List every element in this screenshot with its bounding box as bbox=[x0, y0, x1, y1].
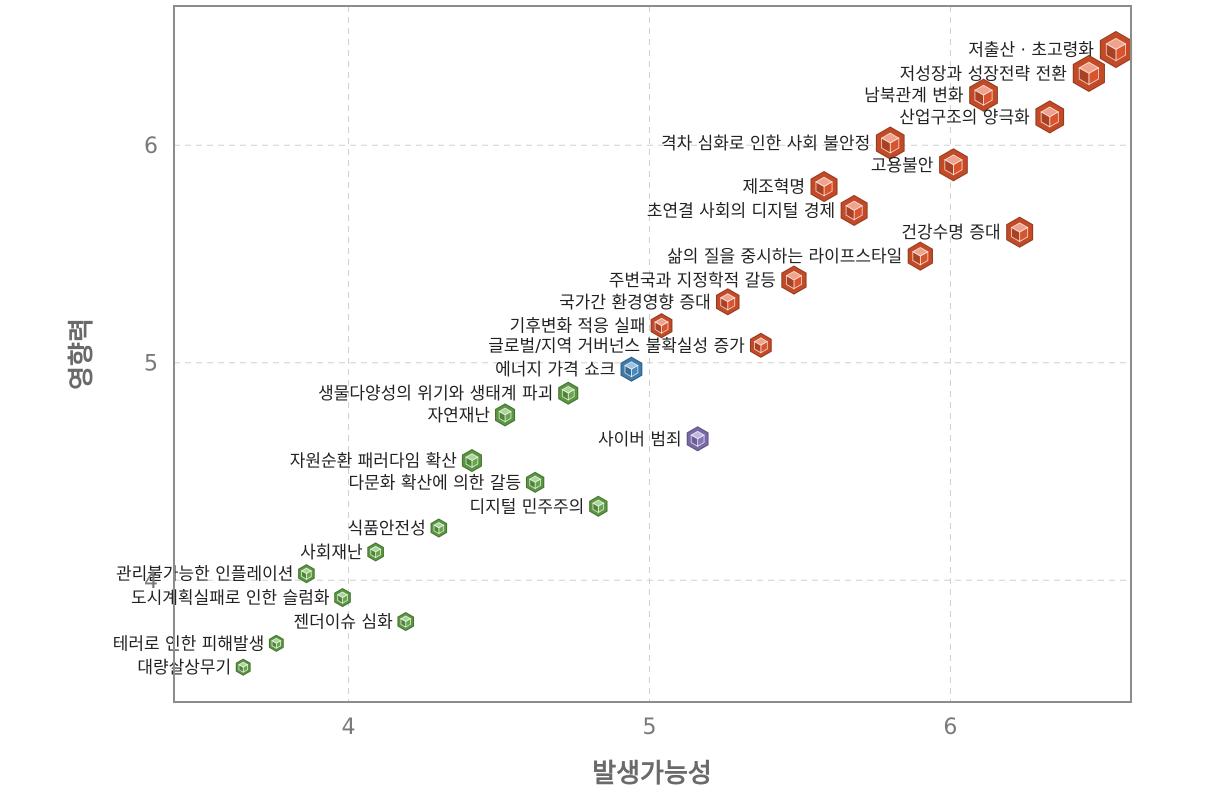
hex-marker-face bbox=[1040, 111, 1051, 128]
data-point: 다문화 확산에 의한 갈등 bbox=[349, 471, 545, 493]
hex-marker-face bbox=[944, 159, 954, 176]
hex-marker-face bbox=[301, 570, 307, 580]
point-label: 도시계획실패로 인한 슬럼화 bbox=[131, 589, 330, 609]
point-label: 자연재난 bbox=[427, 406, 490, 426]
point-label: 사회재난 bbox=[300, 543, 363, 563]
data-point: 산업구조의 양극화 bbox=[899, 100, 1065, 134]
point-label: 삶의 질을 중시하는 라이프스타일 bbox=[667, 247, 902, 267]
y-tick-label: 5 bbox=[144, 352, 158, 377]
axis-ticks: 4 5 6 4 5 6 bbox=[144, 134, 957, 740]
x-tick-label: 6 bbox=[943, 715, 957, 740]
hex-marker-face bbox=[465, 456, 473, 469]
point-label: 생물다양성의 위기와 생태계 파괴 bbox=[318, 384, 553, 404]
hex-marker-face bbox=[624, 364, 632, 378]
plot-background bbox=[174, 6, 1131, 702]
hex-marker-face bbox=[753, 340, 762, 354]
data-point: 디지털 민주주의 bbox=[469, 495, 608, 517]
data-point: 건강수명 증대 bbox=[901, 216, 1034, 248]
hex-marker-face bbox=[815, 181, 825, 197]
point-label: 에너지 가격 쇼크 bbox=[495, 360, 615, 380]
hex-marker-face bbox=[654, 321, 662, 334]
hex-marker-face bbox=[1078, 67, 1090, 86]
data-point: 삶의 질을 중시하는 라이프스타일 bbox=[667, 241, 933, 271]
data-point: 제조혁명 bbox=[742, 170, 838, 203]
data-point: 테러로 인한 피해발생 bbox=[113, 634, 284, 654]
point-label: 저성장과 성장전략 전환 bbox=[900, 64, 1067, 84]
y-tick-label: 6 bbox=[144, 134, 158, 159]
point-label: 국가간 환경영향 증대 bbox=[559, 293, 711, 313]
hex-marker-face bbox=[370, 548, 377, 559]
hex-marker-face bbox=[400, 618, 407, 628]
hex-marker-face bbox=[786, 275, 795, 290]
hex-marker-face bbox=[498, 410, 506, 423]
point-label: 자원순환 패러다임 확산 bbox=[290, 452, 458, 472]
hex-marker-face bbox=[1105, 43, 1117, 62]
hex-marker-face bbox=[845, 205, 855, 221]
hex-marker-face bbox=[271, 640, 277, 649]
point-label: 테러로 인한 피해발생 bbox=[113, 634, 265, 654]
point-label: 남북관계 변화 bbox=[864, 86, 964, 106]
point-label: 대량살상무기 bbox=[137, 658, 231, 678]
hex-marker-face bbox=[881, 137, 891, 154]
y-axis-title: 영향력 bbox=[67, 318, 97, 390]
data-point: 젠더이슈 심화 bbox=[293, 611, 415, 633]
x-axis-title: 발생가능성 bbox=[592, 759, 712, 789]
point-label: 주변국과 지정학적 갈등 bbox=[609, 271, 776, 291]
hex-marker-face bbox=[592, 502, 599, 514]
hex-marker-face bbox=[337, 594, 343, 604]
data-point: 식품안전성 bbox=[348, 518, 448, 539]
data-point: 저출산 · 초고령화 bbox=[968, 30, 1133, 69]
data-point: 격차 심화로 인한 사회 불안정 bbox=[661, 126, 905, 160]
data-point: 남북관계 변화 bbox=[864, 78, 998, 112]
data-point: 기후변화 적응 실패 bbox=[510, 313, 673, 339]
y-tick-label: 4 bbox=[144, 569, 158, 594]
data-point: 저성장과 성장전략 전환 bbox=[900, 54, 1105, 93]
data-point: 국가간 환경영향 증대 bbox=[559, 288, 740, 316]
hex-marker-face bbox=[690, 434, 699, 447]
x-tick-label: 5 bbox=[642, 715, 656, 740]
point-label: 격차 심화로 인한 사회 불안정 bbox=[661, 134, 870, 154]
data-point: 사회재난 bbox=[300, 542, 384, 563]
data-point: 도시계획실패로 인한 슬럼화 bbox=[131, 588, 351, 609]
point-label: 젠더이슈 심화 bbox=[293, 613, 393, 633]
point-label: 글로벌/지역 거버넌스 불확실성 증가 bbox=[488, 336, 745, 356]
point-label: 건강수명 증대 bbox=[901, 223, 1000, 243]
point-label: 디지털 민주주의 bbox=[469, 497, 584, 517]
data-point: 주변국과 지정학적 갈등 bbox=[609, 265, 807, 295]
hex-marker-face bbox=[974, 89, 984, 106]
point-label: 기후변화 적응 실패 bbox=[510, 317, 646, 337]
point-label: 초연결 사회의 디지털 경제 bbox=[647, 201, 835, 221]
point-label: 관리불가능한 인플레이션 bbox=[116, 565, 293, 585]
point-label: 다문화 확산에 의한 갈등 bbox=[349, 473, 522, 493]
data-point: 에너지 가격 쇼크 bbox=[495, 356, 643, 382]
data-point: 초연결 사회의 디지털 경제 bbox=[647, 194, 868, 227]
data-point: 자연재난 bbox=[427, 403, 516, 427]
hex-marker-face bbox=[720, 297, 729, 311]
plot-frame bbox=[173, 5, 1132, 703]
grid bbox=[174, 6, 1131, 702]
data-point: 글로벌/지역 거버넌스 불확실성 증가 bbox=[488, 332, 772, 358]
point-label: 사이버 범죄 bbox=[598, 430, 682, 450]
hex-marker-face bbox=[912, 251, 921, 266]
hex-marker-face bbox=[561, 389, 569, 401]
data-point: 대량살상무기 bbox=[137, 658, 251, 678]
point-label: 식품안전성 bbox=[348, 519, 426, 539]
data-point: 사이버 범죄 bbox=[598, 426, 709, 452]
hex-marker-face bbox=[433, 524, 440, 535]
x-tick-label: 4 bbox=[342, 715, 356, 740]
hex-marker-face bbox=[529, 478, 536, 490]
data-point: 고용불안 bbox=[871, 148, 968, 182]
data-point: 생물다양성의 위기와 생태계 파괴 bbox=[318, 381, 579, 405]
hex-marker-face bbox=[1011, 226, 1021, 243]
data-point: 자원순환 패러다임 확산 bbox=[290, 448, 482, 473]
point-label: 제조혁명 bbox=[742, 178, 805, 198]
data-point: 관리불가능한 인플레이션 bbox=[116, 564, 315, 585]
point-label: 고용불안 bbox=[871, 156, 934, 176]
hex-marker-face bbox=[238, 664, 244, 673]
point-label: 산업구조의 양극화 bbox=[899, 108, 1030, 128]
point-label: 저출산 · 초고령화 bbox=[968, 41, 1094, 61]
